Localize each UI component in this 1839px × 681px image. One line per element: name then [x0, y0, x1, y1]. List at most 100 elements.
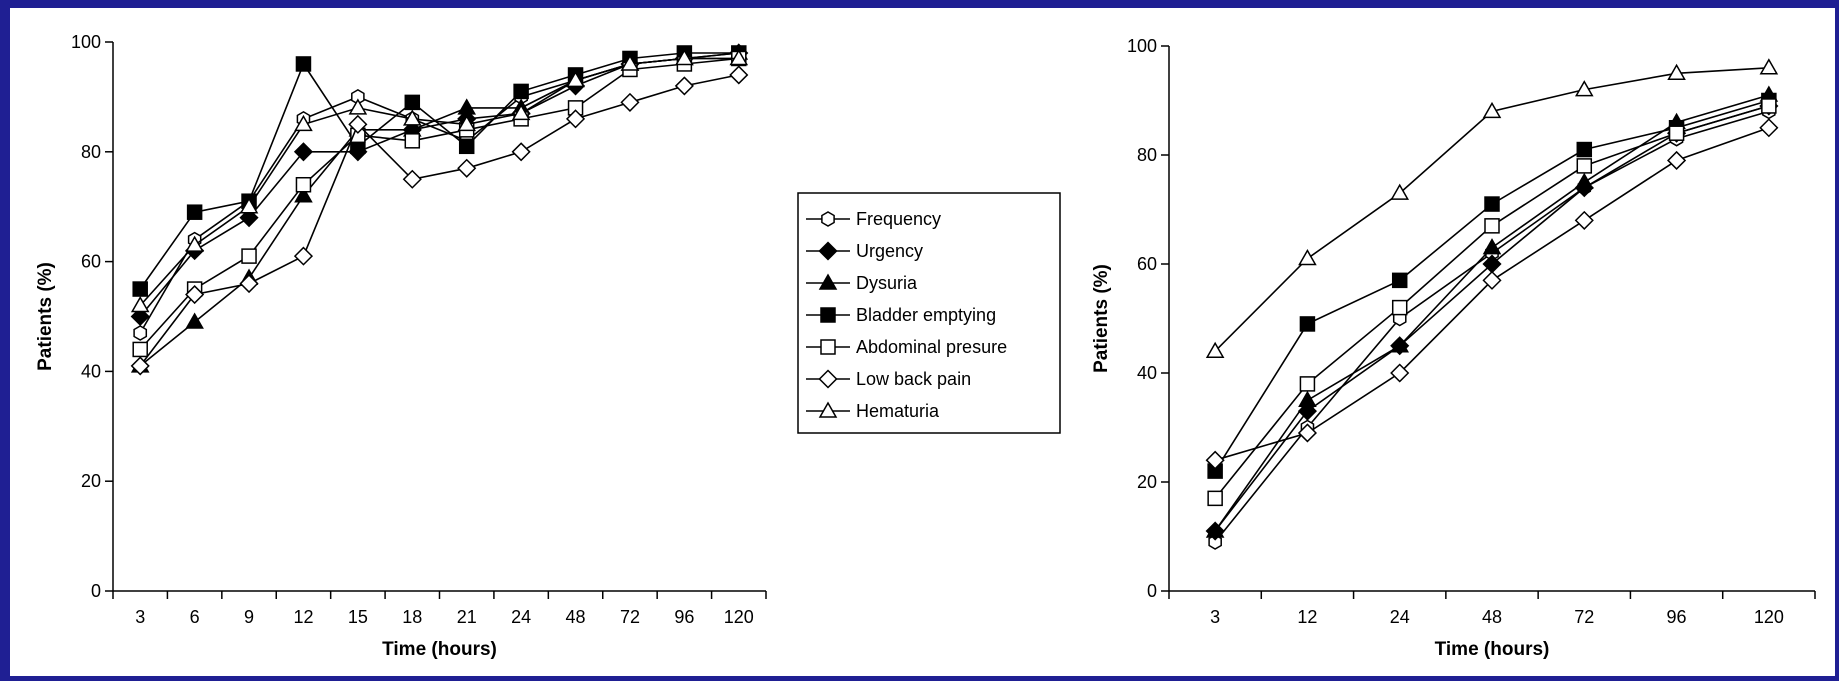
data-point-hematuria — [457, 114, 477, 132]
data-point-bladder-emptying — [1576, 141, 1593, 158]
data-point-low-back-pain — [1482, 270, 1502, 290]
data-point-hematuria — [130, 296, 150, 313]
series-frequency — [1208, 103, 1776, 550]
legend-label-abdominal-presure: Abdominal presure — [856, 337, 1007, 357]
y-tick-label: 100 — [71, 32, 101, 52]
data-point-abdominal-presure — [295, 176, 312, 193]
series-abdominal-presure — [1207, 98, 1777, 507]
data-point-frequency — [1208, 534, 1222, 550]
data-point-low-back-pain — [729, 65, 749, 85]
data-point-abdominal-presure — [1207, 490, 1223, 507]
series-line-bladder-emptying — [139, 52, 739, 290]
data-point-low-back-pain — [348, 114, 368, 134]
legend-marker-abdominal-presure — [820, 339, 836, 355]
y-tick-label: 40 — [1137, 363, 1157, 383]
data-point-dysuria — [185, 312, 204, 329]
data-point-low-back-pain — [1205, 450, 1225, 470]
y-tick-label: 80 — [81, 142, 101, 162]
series-line-frequency — [1214, 110, 1770, 543]
series-bladder-emptying — [132, 45, 747, 297]
data-point-abdominal-presure — [241, 248, 257, 264]
series-urgency — [1205, 96, 1779, 541]
x-tick-label: 12 — [293, 607, 313, 627]
data-point-bladder-emptying — [1391, 272, 1408, 289]
legend-item-urgency: Urgency — [806, 241, 923, 261]
series-line-low-back-pain — [1214, 127, 1770, 461]
data-point-dysuria — [1298, 390, 1317, 407]
x-tick-label: 6 — [190, 607, 200, 627]
y-tick-label: 20 — [1137, 472, 1157, 492]
data-point-low-back-pain — [1667, 150, 1687, 171]
chart-right: 0 20 40 60 80 100 3 12 24 48 72 96 120 Time (hours) Pa… — [1091, 36, 1816, 660]
data-point-low-back-pain — [457, 158, 477, 178]
data-point-abdominal-presure — [404, 133, 421, 149]
data-point-hematuria — [1667, 63, 1686, 80]
series-line-dysuria — [139, 52, 739, 367]
data-point-low-back-pain — [674, 76, 694, 96]
data-point-low-back-pain — [1390, 363, 1410, 383]
data-point-abdominal-presure — [1576, 158, 1593, 174]
chart-left: 0 20 40 60 80 100 3 6 9 12 15 18 21 24 48 72 96 120 Time (… — [35, 32, 767, 660]
data-point-hematuria — [1482, 101, 1502, 119]
x-tick-label: 18 — [402, 607, 422, 627]
data-point-hematuria — [675, 48, 694, 66]
legend-item-dysuria: Dysuria — [806, 273, 918, 293]
data-point-urgency — [293, 142, 314, 162]
x-tick-label: 96 — [674, 607, 694, 627]
x-tick-label: 120 — [724, 607, 754, 627]
x-tick-label: 9 — [244, 607, 254, 627]
data-point-dysuria — [1390, 336, 1410, 353]
data-point-bladder-emptying — [404, 94, 421, 111]
x-tick-label: 72 — [620, 607, 640, 627]
data-point-abdominal-presure — [1391, 299, 1408, 316]
legend-marker-bladder-emptying — [820, 307, 836, 323]
y-tick-label: 100 — [1127, 36, 1157, 56]
data-point-hematuria — [185, 235, 204, 252]
legend-item-abdominal-presure: Abdominal presure — [806, 337, 1007, 357]
series-line-abdominal-presure — [139, 57, 739, 350]
legend-marker-frequency — [821, 211, 835, 227]
data-point-abdominal-presure — [1299, 376, 1316, 392]
x-axis-title: Time (hours) — [1435, 639, 1550, 660]
data-point-hematuria — [1390, 183, 1410, 200]
data-point-hematuria — [239, 197, 259, 214]
legend: Frequency Urgency Dysuria Bladder emptying A… — [797, 192, 1061, 434]
x-axis-title: Time (hours) — [382, 639, 497, 660]
series-low-back-pain — [130, 65, 749, 376]
x-tick-label: 96 — [1667, 607, 1687, 627]
series-abdominal-presure — [132, 50, 747, 358]
legend-box — [797, 192, 1061, 434]
series-urgency — [130, 43, 749, 327]
data-point-hematuria — [1205, 341, 1225, 358]
data-point-dysuria — [457, 98, 477, 115]
y-tick-label: 40 — [81, 361, 101, 381]
x-tick-label: 24 — [511, 607, 531, 627]
data-point-bladder-emptying — [186, 204, 203, 220]
legend-item-frequency: Frequency — [806, 209, 941, 229]
data-point-low-back-pain — [239, 273, 259, 294]
x-tick-label: 21 — [457, 607, 477, 627]
data-point-bladder-emptying — [1299, 316, 1316, 332]
x-tick-label: 48 — [1482, 607, 1502, 627]
legend-marker-dysuria — [818, 273, 838, 290]
data-point-dysuria — [294, 186, 313, 203]
legend-label-low-back-pain: Low back pain — [856, 369, 971, 389]
legend-label-urgency: Urgency — [856, 241, 923, 261]
data-point-frequency — [133, 325, 148, 341]
legend-label-dysuria: Dysuria — [856, 273, 918, 293]
data-point-low-back-pain — [620, 92, 640, 112]
y-tick-label: 0 — [1147, 581, 1157, 601]
figure-panel: 0 20 40 60 80 100 3 6 9 12 15 18 21 24 48 72 96 120 Time (… — [10, 8, 1835, 676]
data-point-hematuria — [1759, 58, 1779, 75]
data-point-abdominal-presure — [1668, 125, 1685, 141]
y-tick-label: 80 — [1137, 145, 1157, 165]
y-axis-title: Patients (%) — [35, 262, 56, 371]
data-point-hematuria — [620, 54, 640, 71]
data-point-low-back-pain — [185, 284, 205, 305]
data-point-low-back-pain — [565, 109, 586, 129]
x-tick-label: 72 — [1574, 607, 1594, 627]
series-line-urgency — [139, 52, 739, 318]
data-point-low-back-pain — [1759, 118, 1779, 138]
legend-label-frequency: Frequency — [856, 209, 941, 229]
